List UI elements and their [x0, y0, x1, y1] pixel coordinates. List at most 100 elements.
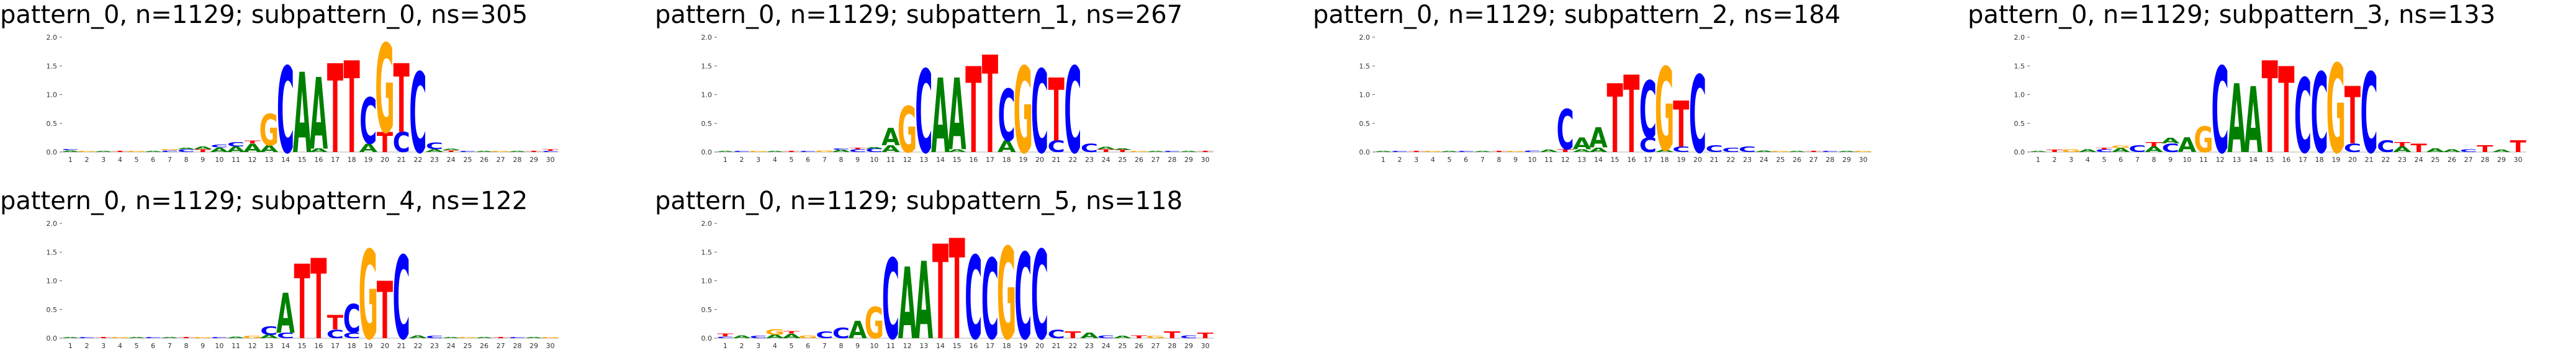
logo-letter-group: C: [145, 337, 162, 339]
logo-letter-group: C: [733, 151, 750, 153]
logo-letter-group: T: [1197, 331, 1214, 340]
x-tick-label: 17: [331, 156, 340, 164]
x-tick-label: 5: [1448, 156, 1452, 164]
logo-letter: A: [442, 337, 461, 339]
x-tick-label: 3: [756, 342, 760, 350]
logo-letter-group: A: [2227, 65, 2246, 175]
x-tick-label: 11: [232, 156, 240, 164]
logo-letter: A: [1572, 135, 1591, 153]
x-tick-label: 23: [430, 342, 439, 350]
x-tick-label: 11: [886, 156, 895, 164]
x-tick-label: 16: [1627, 156, 1636, 164]
logo-letter: A: [2161, 136, 2180, 145]
logo-plot: 0.00.51.01.52.01A2C3T4G5A6C7A8T9G10C11A1…: [47, 220, 561, 363]
logo-letter: T: [327, 311, 343, 334]
y-tick-label: 0.5: [47, 306, 58, 314]
logo-letter-group: C: [459, 151, 476, 153]
logo-letter: A: [849, 317, 867, 344]
logo-letter: C: [1739, 145, 1756, 154]
x-tick-label: 25: [1776, 156, 1785, 164]
logo-letter-group: C: [915, 47, 932, 179]
y-tick-label: 2.0: [701, 220, 713, 228]
x-tick-label: 24: [1102, 342, 1110, 350]
logo-letter: A: [2492, 150, 2511, 153]
logo-letter: A: [94, 151, 113, 153]
logo-letter: C: [161, 150, 178, 153]
logo-letter-group: G: [243, 336, 263, 339]
logo-letter-group: T: [1673, 89, 1689, 162]
logo-letter: A: [1755, 150, 1773, 153]
logo-letter: T: [2510, 138, 2526, 156]
x-tick-label: 2: [85, 156, 89, 164]
logo-letter-group: A: [1113, 148, 1132, 150]
x-tick-label: 13: [919, 156, 928, 164]
logo-letter-group: A: [243, 141, 262, 155]
logo-letter: T: [1408, 151, 1425, 153]
x-tick-label: 3: [101, 156, 106, 164]
x-tick-label: 19: [1019, 342, 1027, 350]
x-tick-label: 18: [1660, 156, 1669, 164]
x-tick-label: 18: [1002, 156, 1011, 164]
x-tick-label: 9: [200, 342, 205, 350]
y-tick-label: 1.0: [1359, 91, 1371, 99]
x-tick-label: 22: [1068, 156, 1077, 164]
x-tick-label: 25: [1118, 342, 1127, 350]
logo-letter: A: [2244, 69, 2263, 174]
logo-letter: A: [1655, 150, 1675, 153]
x-tick-label: 30: [1201, 156, 1210, 164]
logo-letter: A: [1473, 151, 1492, 153]
x-tick-label: 4: [118, 342, 122, 350]
x-tick-label: 14: [281, 342, 290, 350]
logo-letter-group: T: [327, 311, 343, 334]
logo-letter-group: G: [1853, 151, 1873, 153]
logo-letter-group: A: [998, 138, 1016, 156]
logo-letter-group: T: [2096, 147, 2113, 150]
x-tick-label: 3: [1414, 156, 1418, 164]
logo-letter: G: [458, 337, 478, 339]
logo-letter-group: A: [293, 51, 312, 179]
x-tick-label: 27: [1809, 156, 1818, 164]
x-tick-label: 23: [1743, 156, 1752, 164]
logo-letter: C: [832, 148, 850, 150]
logo-letter-group: C: [1081, 141, 1098, 155]
logo-letter-group: T: [932, 218, 948, 363]
logo-letter: A: [61, 150, 79, 153]
logo-letter-group: G: [259, 106, 279, 156]
logo-letter-group: T: [443, 150, 460, 153]
logo-letter: G: [359, 226, 379, 363]
logo-letter-group: A: [61, 337, 79, 339]
logo-letter-group: A: [732, 334, 752, 339]
logo-letter-group: G: [160, 149, 180, 151]
logo-letter: A: [765, 151, 784, 153]
x-tick-label: 20: [2348, 156, 2357, 164]
logo-letter-group: A: [865, 146, 883, 149]
y-tick-label: 2.0: [2014, 34, 2025, 42]
logo-letter-group: C: [965, 233, 982, 363]
logo-letter: G: [2061, 148, 2081, 153]
x-tick-label: 8: [1497, 156, 1502, 164]
logo-letter: C: [1163, 151, 1181, 153]
logo-letter: C: [210, 337, 228, 339]
logo-letter-group: C: [343, 297, 361, 343]
logo-letter: T: [1623, 55, 1639, 178]
logo-letter: G: [2111, 145, 2131, 149]
x-tick-label: 29: [1184, 342, 1193, 350]
logo-letter: A: [782, 333, 801, 340]
logo-letter: A: [475, 337, 493, 339]
logo-letter-group: T: [2477, 143, 2493, 155]
x-tick-label: 23: [2398, 156, 2407, 164]
logo-letter: A: [765, 334, 785, 339]
logo-letter: C: [733, 151, 750, 153]
x-tick-label: 5: [135, 342, 139, 350]
logo-letter-group: C: [542, 151, 559, 153]
logo-letter: C: [1081, 141, 1098, 155]
logo-letter: T: [2047, 150, 2063, 153]
logo-letter: T: [965, 43, 981, 180]
logo-letter: C: [1722, 146, 1739, 154]
y-tick-label: 1.5: [2014, 62, 2025, 70]
logo-letter: T: [949, 210, 965, 363]
logo-letter: C: [1821, 151, 1839, 153]
logo-letter: C: [832, 326, 850, 342]
logo-letter-group: A: [408, 334, 428, 339]
logo-letter-group: G: [2111, 145, 2131, 149]
